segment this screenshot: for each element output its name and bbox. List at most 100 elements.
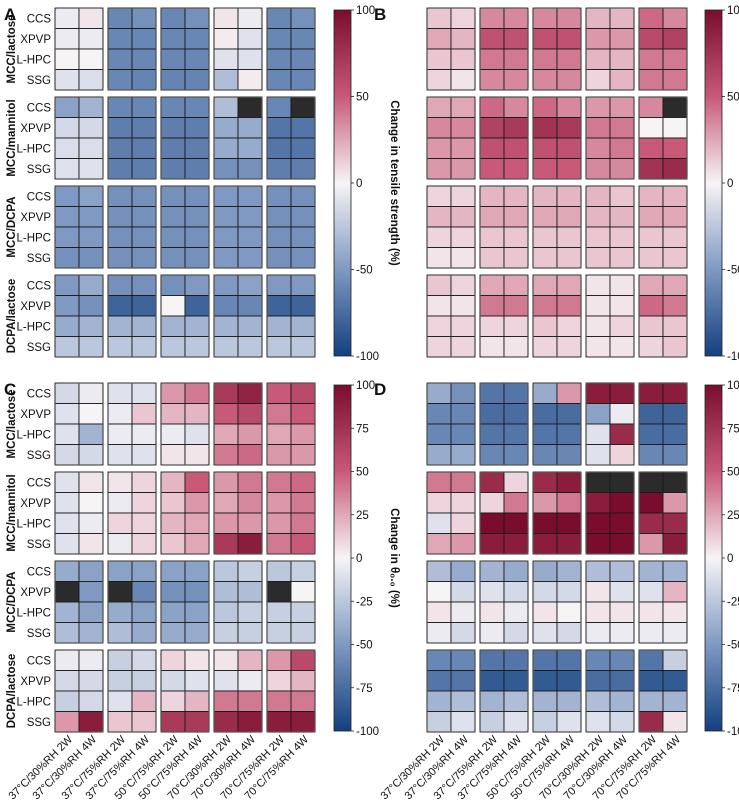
heatmap-cell (662, 403, 688, 425)
heatmap-cell (426, 670, 452, 692)
heatmap-cell (160, 690, 186, 712)
group-frame (266, 560, 316, 644)
heatmap-cell (556, 137, 582, 159)
colorbar-tick-label: 100 (356, 380, 375, 392)
heatmap-cell (107, 560, 133, 582)
heatmap-cell (160, 336, 186, 358)
group-label: DCPA/lactose (6, 654, 18, 729)
heatmap-cell (503, 711, 529, 733)
group-frame (426, 7, 476, 91)
colorbar-tick-label: 50 (356, 92, 369, 104)
heatmap-cell (107, 649, 133, 671)
heatmap-cell (213, 274, 239, 296)
heatmap-cell (662, 185, 688, 207)
heatmap-cell (585, 274, 611, 296)
heatmap-cell (107, 295, 133, 317)
heatmap-cell (638, 28, 664, 50)
heatmap-cell (213, 382, 239, 404)
heatmap-cell (107, 492, 133, 514)
colorbar-title: Change in tensile strength (%) (388, 100, 400, 266)
heatmap-cell (160, 158, 186, 180)
heatmap-cell (290, 382, 316, 404)
heatmap-cell (662, 711, 688, 733)
heatmap-cell (450, 670, 476, 692)
group-frame (426, 96, 476, 180)
heatmap-cell (184, 7, 210, 29)
heatmap-cell (609, 158, 635, 180)
heatmap-cell (479, 512, 505, 534)
heatmap-cell (426, 336, 452, 358)
heatmap-cell (585, 403, 611, 425)
heatmap-cell (160, 96, 186, 118)
heatmap-cell (160, 581, 186, 603)
heatmap-cell (503, 158, 529, 180)
group-frame (479, 649, 529, 733)
heatmap-cell (585, 601, 611, 623)
heatmap-cell (585, 117, 611, 139)
heatmap-cell (184, 117, 210, 139)
heatmap-cell (450, 274, 476, 296)
heatmap-cell (662, 382, 688, 404)
heatmap-cell (131, 48, 157, 70)
heatmap-cell (78, 581, 104, 603)
heatmap-cell (638, 117, 664, 139)
heatmap-cell (426, 423, 452, 445)
heatmap-cell (290, 403, 316, 425)
heatmap-cell (131, 382, 157, 404)
heatmap-cell (107, 512, 133, 534)
heatmap-cell (426, 382, 452, 404)
heatmap-cell (609, 295, 635, 317)
heatmap-cell (609, 622, 635, 644)
group-frame (585, 560, 635, 644)
heatmap-cell (479, 471, 505, 493)
heatmap-cell (107, 117, 133, 139)
heatmap-cell (54, 649, 80, 671)
heatmap-cell (237, 512, 263, 534)
heatmap-cell (160, 471, 186, 493)
heatmap-cell (107, 226, 133, 248)
heatmap-cell (78, 185, 104, 207)
row-label: L-HPC (16, 607, 51, 619)
heatmap-cell (184, 48, 210, 70)
heatmap-cell (213, 581, 239, 603)
group-frame (638, 560, 688, 644)
heatmap-cell (426, 206, 452, 228)
heatmap-cell (662, 690, 688, 712)
heatmap-cell (662, 226, 688, 248)
heatmap-cell (426, 581, 452, 603)
heatmap-cell (609, 185, 635, 207)
heatmap-cell (585, 7, 611, 29)
heatmap-cell (426, 315, 452, 337)
heatmap-cell (131, 274, 157, 296)
heatmap-cell (638, 560, 664, 582)
heatmap-cell (107, 28, 133, 50)
heatmap-cell (585, 492, 611, 514)
heatmap-cell (556, 274, 582, 296)
heatmap-cell (290, 670, 316, 692)
heatmap-cell (609, 69, 635, 91)
group-frame (266, 96, 316, 180)
heatmap-cell (556, 117, 582, 139)
heatmap-cell (54, 601, 80, 623)
heatmap-cell (638, 69, 664, 91)
heatmap-cell (450, 649, 476, 671)
heatmap-cell (107, 444, 133, 466)
heatmap-cell (638, 711, 664, 733)
heatmap-cell (609, 512, 635, 534)
colorbar-tick-label: 100 (356, 5, 375, 17)
row-label: SSG (27, 450, 51, 462)
heatmap-cell (638, 670, 664, 692)
heatmap-cell (638, 185, 664, 207)
heatmap-cell (585, 670, 611, 692)
heatmap-cell (609, 471, 635, 493)
group-frame (160, 7, 210, 91)
heatmap-cell (160, 711, 186, 733)
heatmap-cell (131, 444, 157, 466)
heatmap-cell (609, 423, 635, 445)
heatmap-cell (160, 403, 186, 425)
colorbar-tick-label: 0 (727, 553, 733, 565)
heatmap-cell (532, 560, 558, 582)
heatmap-cell (609, 7, 635, 29)
group-frame (54, 471, 104, 555)
